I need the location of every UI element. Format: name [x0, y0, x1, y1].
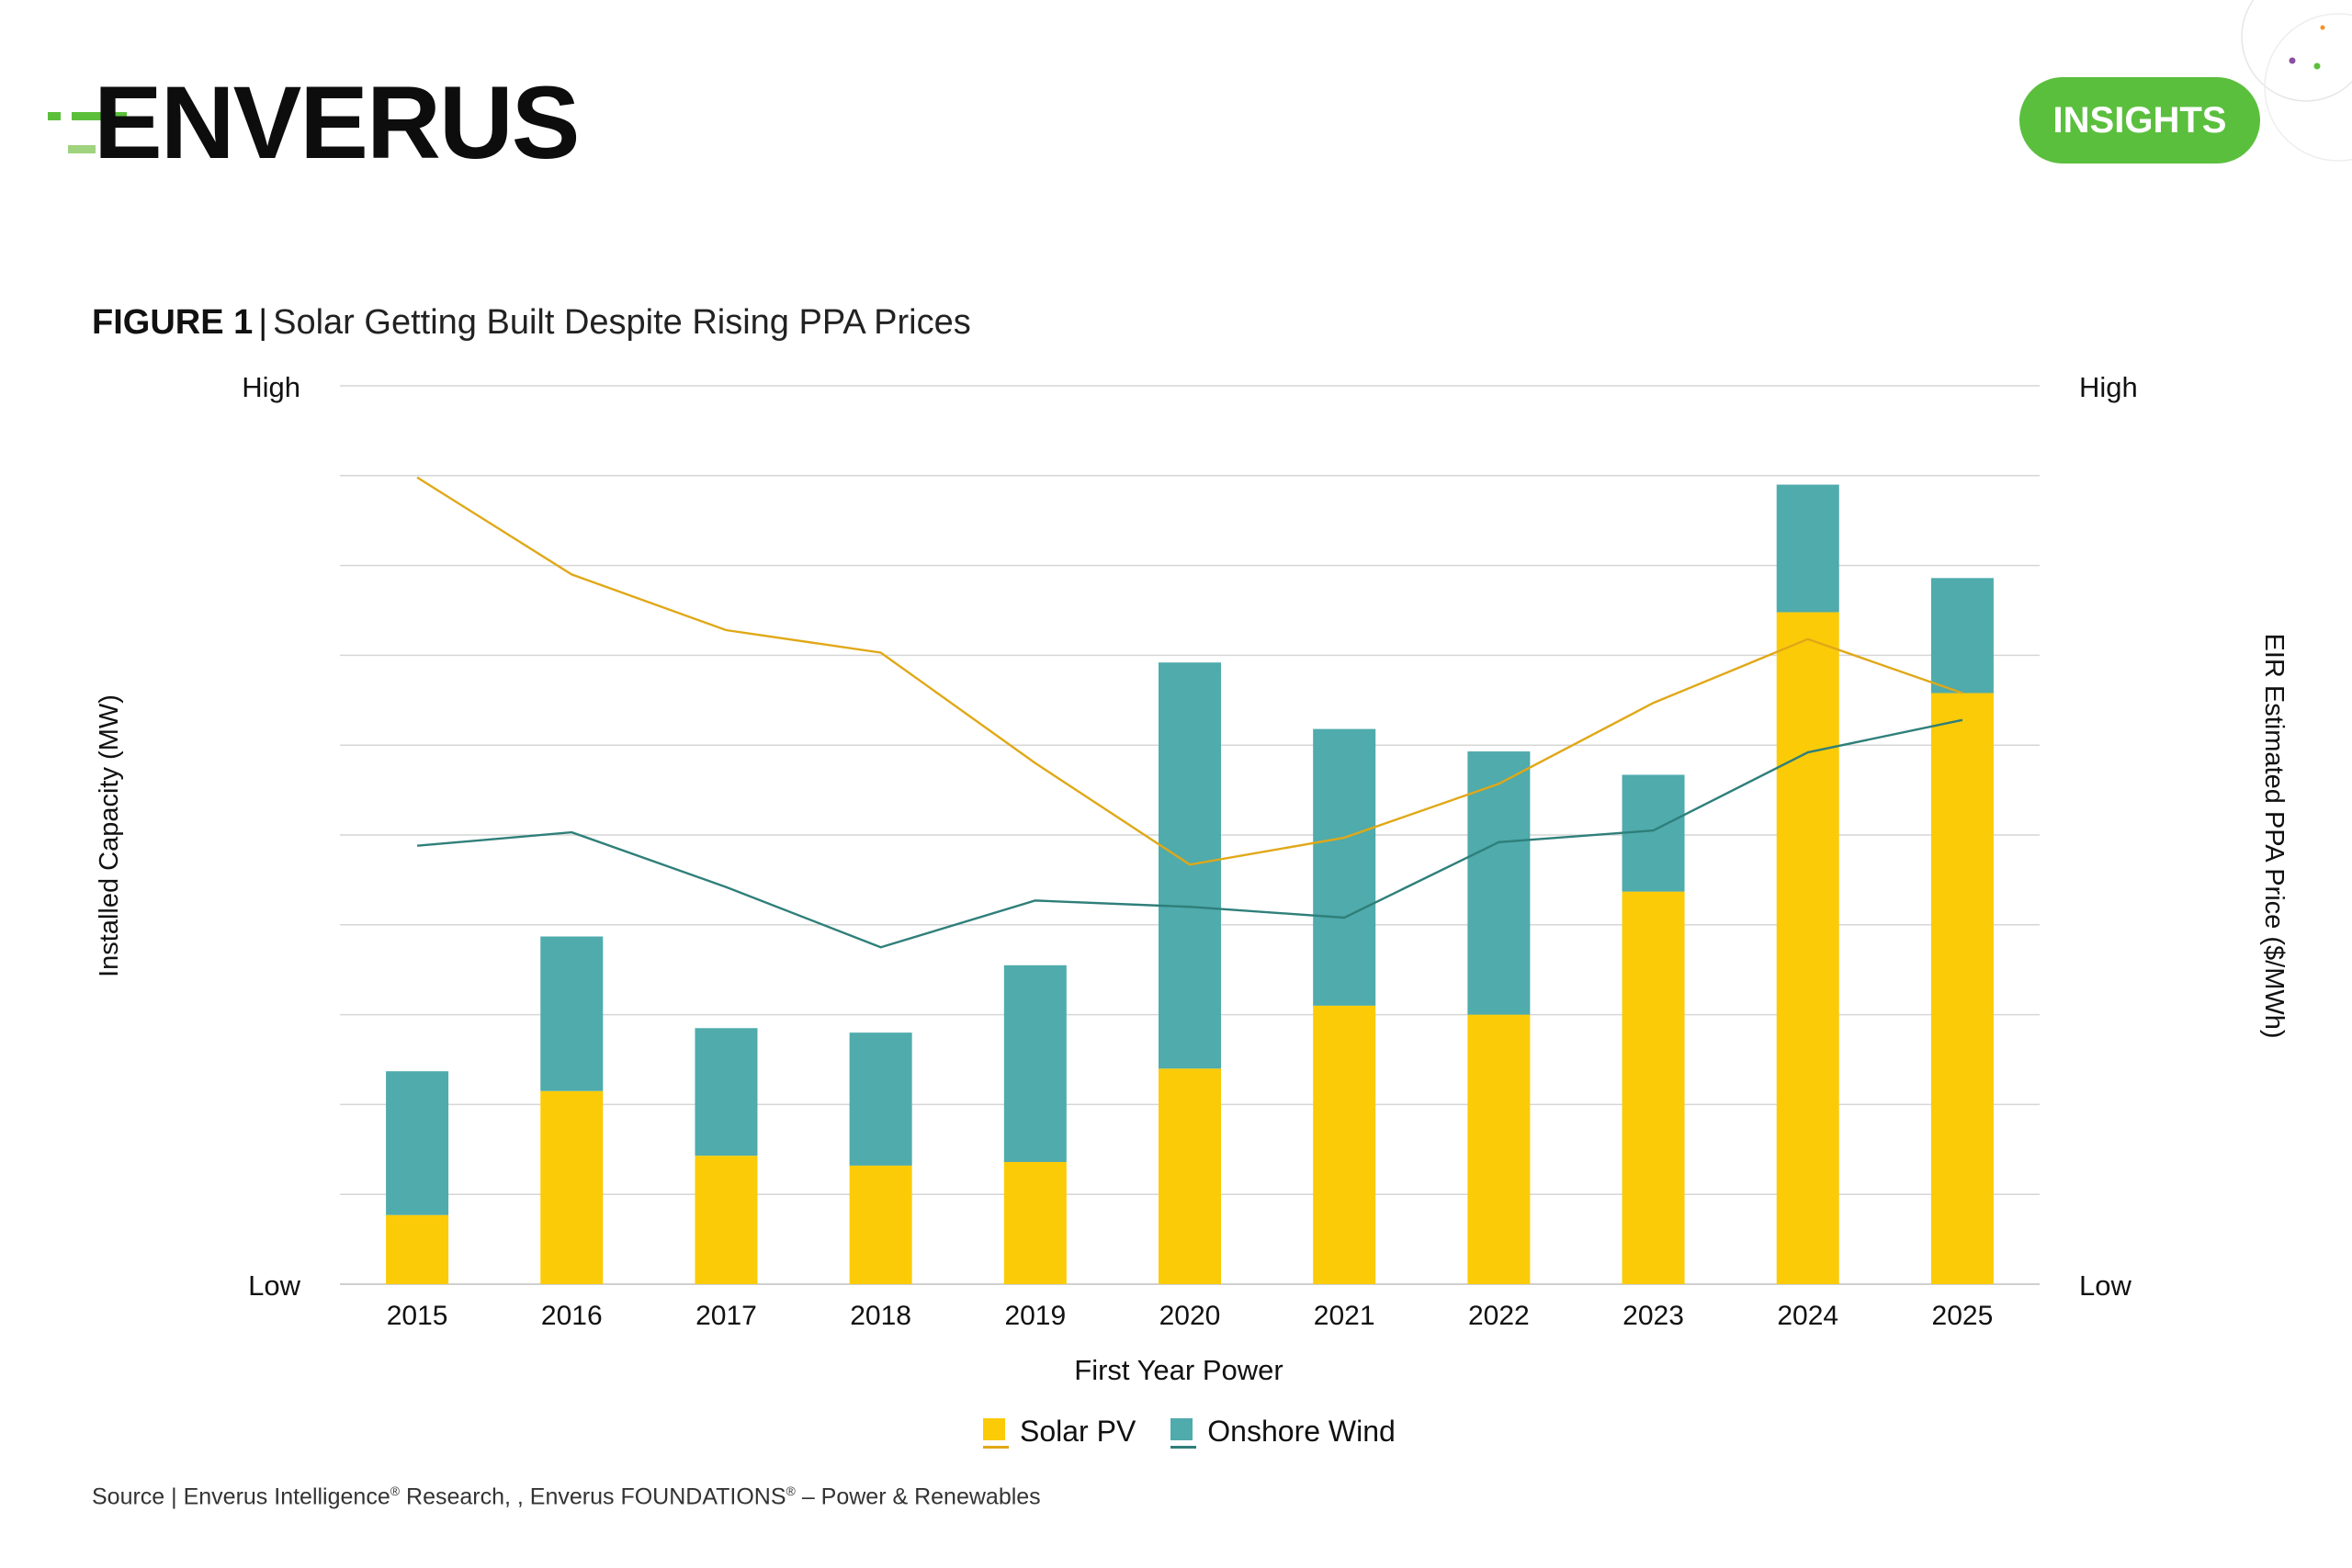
solar-pv-price-line	[416, 476, 1963, 866]
x-tick-label: 2020	[1159, 1301, 1221, 1331]
bar-solar-pv-2022	[1467, 1014, 1531, 1284]
x-tick-label: 2015	[387, 1301, 448, 1331]
y2-axis-high-label: High	[2079, 371, 2138, 403]
figure-title-separator: |	[258, 303, 268, 342]
x-tick-label: 2023	[1623, 1301, 1684, 1331]
y-axis-low-label: Low	[248, 1269, 300, 1302]
bar-onshore-wind-2025	[1930, 578, 1994, 694]
bar-solar-pv-2021	[1313, 1005, 1376, 1284]
figure-label: FIGURE 1	[92, 303, 254, 342]
y2-axis-title: EIR Estimated PPA Price ($/MWh)	[2259, 633, 2289, 1038]
bar-solar-pv-2020	[1159, 1068, 1221, 1284]
figure-title: FIGURE 1 | Solar Getting Built Despite Ris…	[92, 303, 971, 343]
legend-item-solar-pv: Solar PV	[983, 1415, 1136, 1449]
source-suffix: – Power & Renewables	[795, 1483, 1041, 1510]
legend-label-onshore-wind: Onshore Wind	[1207, 1415, 1396, 1448]
x-tick-label: 2025	[1932, 1301, 1994, 1331]
legend-item-onshore-wind: Onshore Wind	[1170, 1415, 1396, 1449]
y-axis-title: Installed Capacity (MW)	[95, 694, 124, 977]
registered-mark-2: ®	[786, 1483, 796, 1498]
x-tick-label: 2017	[695, 1301, 757, 1331]
bar-onshore-wind-2018	[849, 1032, 912, 1166]
bar-onshore-wind-2015	[386, 1071, 449, 1215]
bar-onshore-wind-2024	[1776, 484, 1839, 613]
bar-onshore-wind-2017	[695, 1028, 758, 1156]
bar-onshore-wind-2022	[1467, 751, 1531, 1015]
bar-solar-pv-2025	[1930, 693, 1994, 1284]
bar-solar-pv-2015	[386, 1214, 449, 1284]
enverus-logo: ENVERUS	[48, 72, 580, 175]
logo-accent-bar-low	[68, 145, 96, 153]
bar-solar-pv-2016	[540, 1090, 604, 1284]
insights-badge[interactable]: INSIGHTS	[2019, 77, 2260, 164]
registered-mark-1: ®	[390, 1483, 401, 1498]
bar-onshore-wind-2019	[1003, 964, 1067, 1162]
bar-solar-pv-2017	[695, 1156, 758, 1284]
x-axis-title: First Year Power	[1074, 1354, 1283, 1386]
bar-onshore-wind-2021	[1313, 728, 1376, 1006]
chart-legend: Solar PV Onshore Wind	[983, 1415, 1396, 1449]
decorative-orbit-graphic	[2241, 0, 2352, 162]
solar-pv-swatch-icon	[983, 1416, 1009, 1449]
bar-onshore-wind-2023	[1622, 774, 1685, 892]
source-note: Source | Enverus Intelligence® Research,…	[92, 1483, 1041, 1510]
source-mid: Research, , Enverus FOUNDATIONS	[400, 1483, 786, 1510]
onshore-wind-swatch-icon	[1170, 1416, 1197, 1449]
x-tick-label: 2022	[1468, 1301, 1530, 1331]
source-prefix: Source | Enverus Intelligence	[92, 1483, 390, 1510]
legend-label-solar-pv: Solar PV	[1020, 1415, 1136, 1448]
y2-axis-low-label: Low	[2079, 1269, 2132, 1302]
bar-solar-pv-2019	[1003, 1161, 1067, 1284]
x-tick-label: 2021	[1314, 1301, 1375, 1331]
bar-solar-pv-2023	[1622, 891, 1685, 1284]
logo-accent-bar-top	[48, 112, 61, 120]
figure-title-text: Solar Getting Built Despite Rising PPA P…	[273, 303, 971, 342]
x-tick-label: 2018	[850, 1301, 911, 1331]
onshore-wind-price-line	[416, 718, 1963, 949]
y-axis-high-label: High	[242, 371, 300, 403]
logo-text: ENVERUS	[94, 65, 580, 180]
bar-solar-pv-2024	[1776, 612, 1839, 1284]
logo-accent-bar-mid	[72, 112, 127, 120]
bar-onshore-wind-2016	[540, 936, 604, 1091]
x-tick-label: 2019	[1004, 1301, 1066, 1331]
x-tick-label: 2016	[541, 1301, 603, 1331]
bar-solar-pv-2018	[849, 1165, 912, 1284]
x-tick-label: 2024	[1777, 1301, 1838, 1331]
